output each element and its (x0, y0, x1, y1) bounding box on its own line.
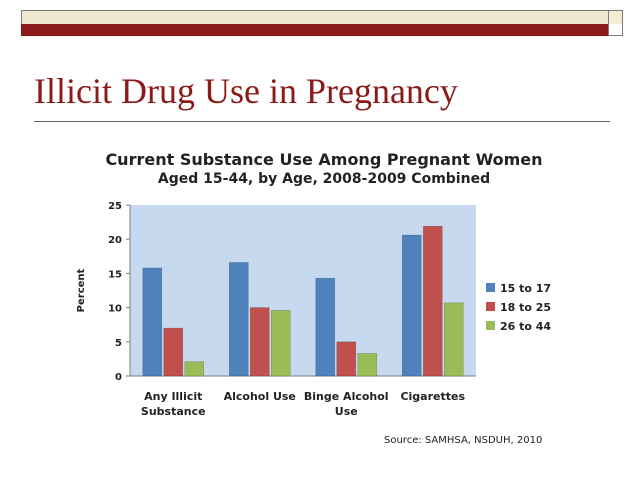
bar-15-to-17-cat2 (228, 262, 249, 377)
x-tick-label: Alcohol Use (224, 390, 296, 403)
x-tick-label: Substance (141, 405, 206, 418)
legend-label: 18 to 25 (500, 301, 551, 314)
source-note: Source: SAMHSA, NSDUH, 2010 (384, 435, 543, 446)
y-tick-label: 0 (115, 372, 122, 383)
header-accent-strip (21, 24, 617, 36)
slide-title: Illicit Drug Use in Pregnancy (34, 71, 458, 111)
bar-26-to-44-cat4 (443, 302, 464, 377)
bar-18-to-25-cat4 (422, 225, 443, 377)
y-axis-label: Percent (76, 268, 87, 312)
y-tick-label: 20 (108, 235, 122, 246)
x-tick-label: Any Illicit (144, 390, 202, 403)
bar-15-to-17-cat3 (315, 277, 336, 377)
chart-subtitle: Aged 15-44, by Age, 2008-2009 Combined (157, 171, 491, 187)
legend-swatch (486, 302, 495, 311)
bar-18-to-25-cat3 (336, 341, 357, 377)
bar-18-to-25-cat1 (163, 327, 184, 377)
y-tick-label: 5 (115, 338, 122, 349)
chart-title: Current Substance Use Among Pregnant Wom… (105, 150, 543, 169)
bar-15-to-17-cat1 (142, 267, 163, 377)
y-tick-label: 25 (108, 201, 122, 212)
y-tick-label: 15 (108, 269, 122, 280)
bar-26-to-44-cat3 (357, 353, 378, 377)
legend-swatch (486, 321, 495, 330)
bar-26-to-44-cat1 (184, 361, 205, 377)
bar-15-to-17-cat4 (401, 234, 422, 377)
bar-18-to-25-cat2 (249, 307, 270, 377)
bar-26-to-44-cat2 (270, 310, 291, 377)
legend-label: 15 to 17 (500, 282, 551, 295)
y-tick-label: 10 (108, 304, 122, 315)
x-tick-label: Binge Alcohol (304, 390, 389, 403)
header-corner-box-lower (608, 24, 623, 36)
title-divider (34, 121, 610, 122)
legend-swatch (486, 283, 495, 292)
x-tick-label: Cigarettes (400, 390, 465, 403)
x-tick-label: Use (335, 405, 358, 418)
legend-label: 26 to 44 (500, 320, 551, 333)
